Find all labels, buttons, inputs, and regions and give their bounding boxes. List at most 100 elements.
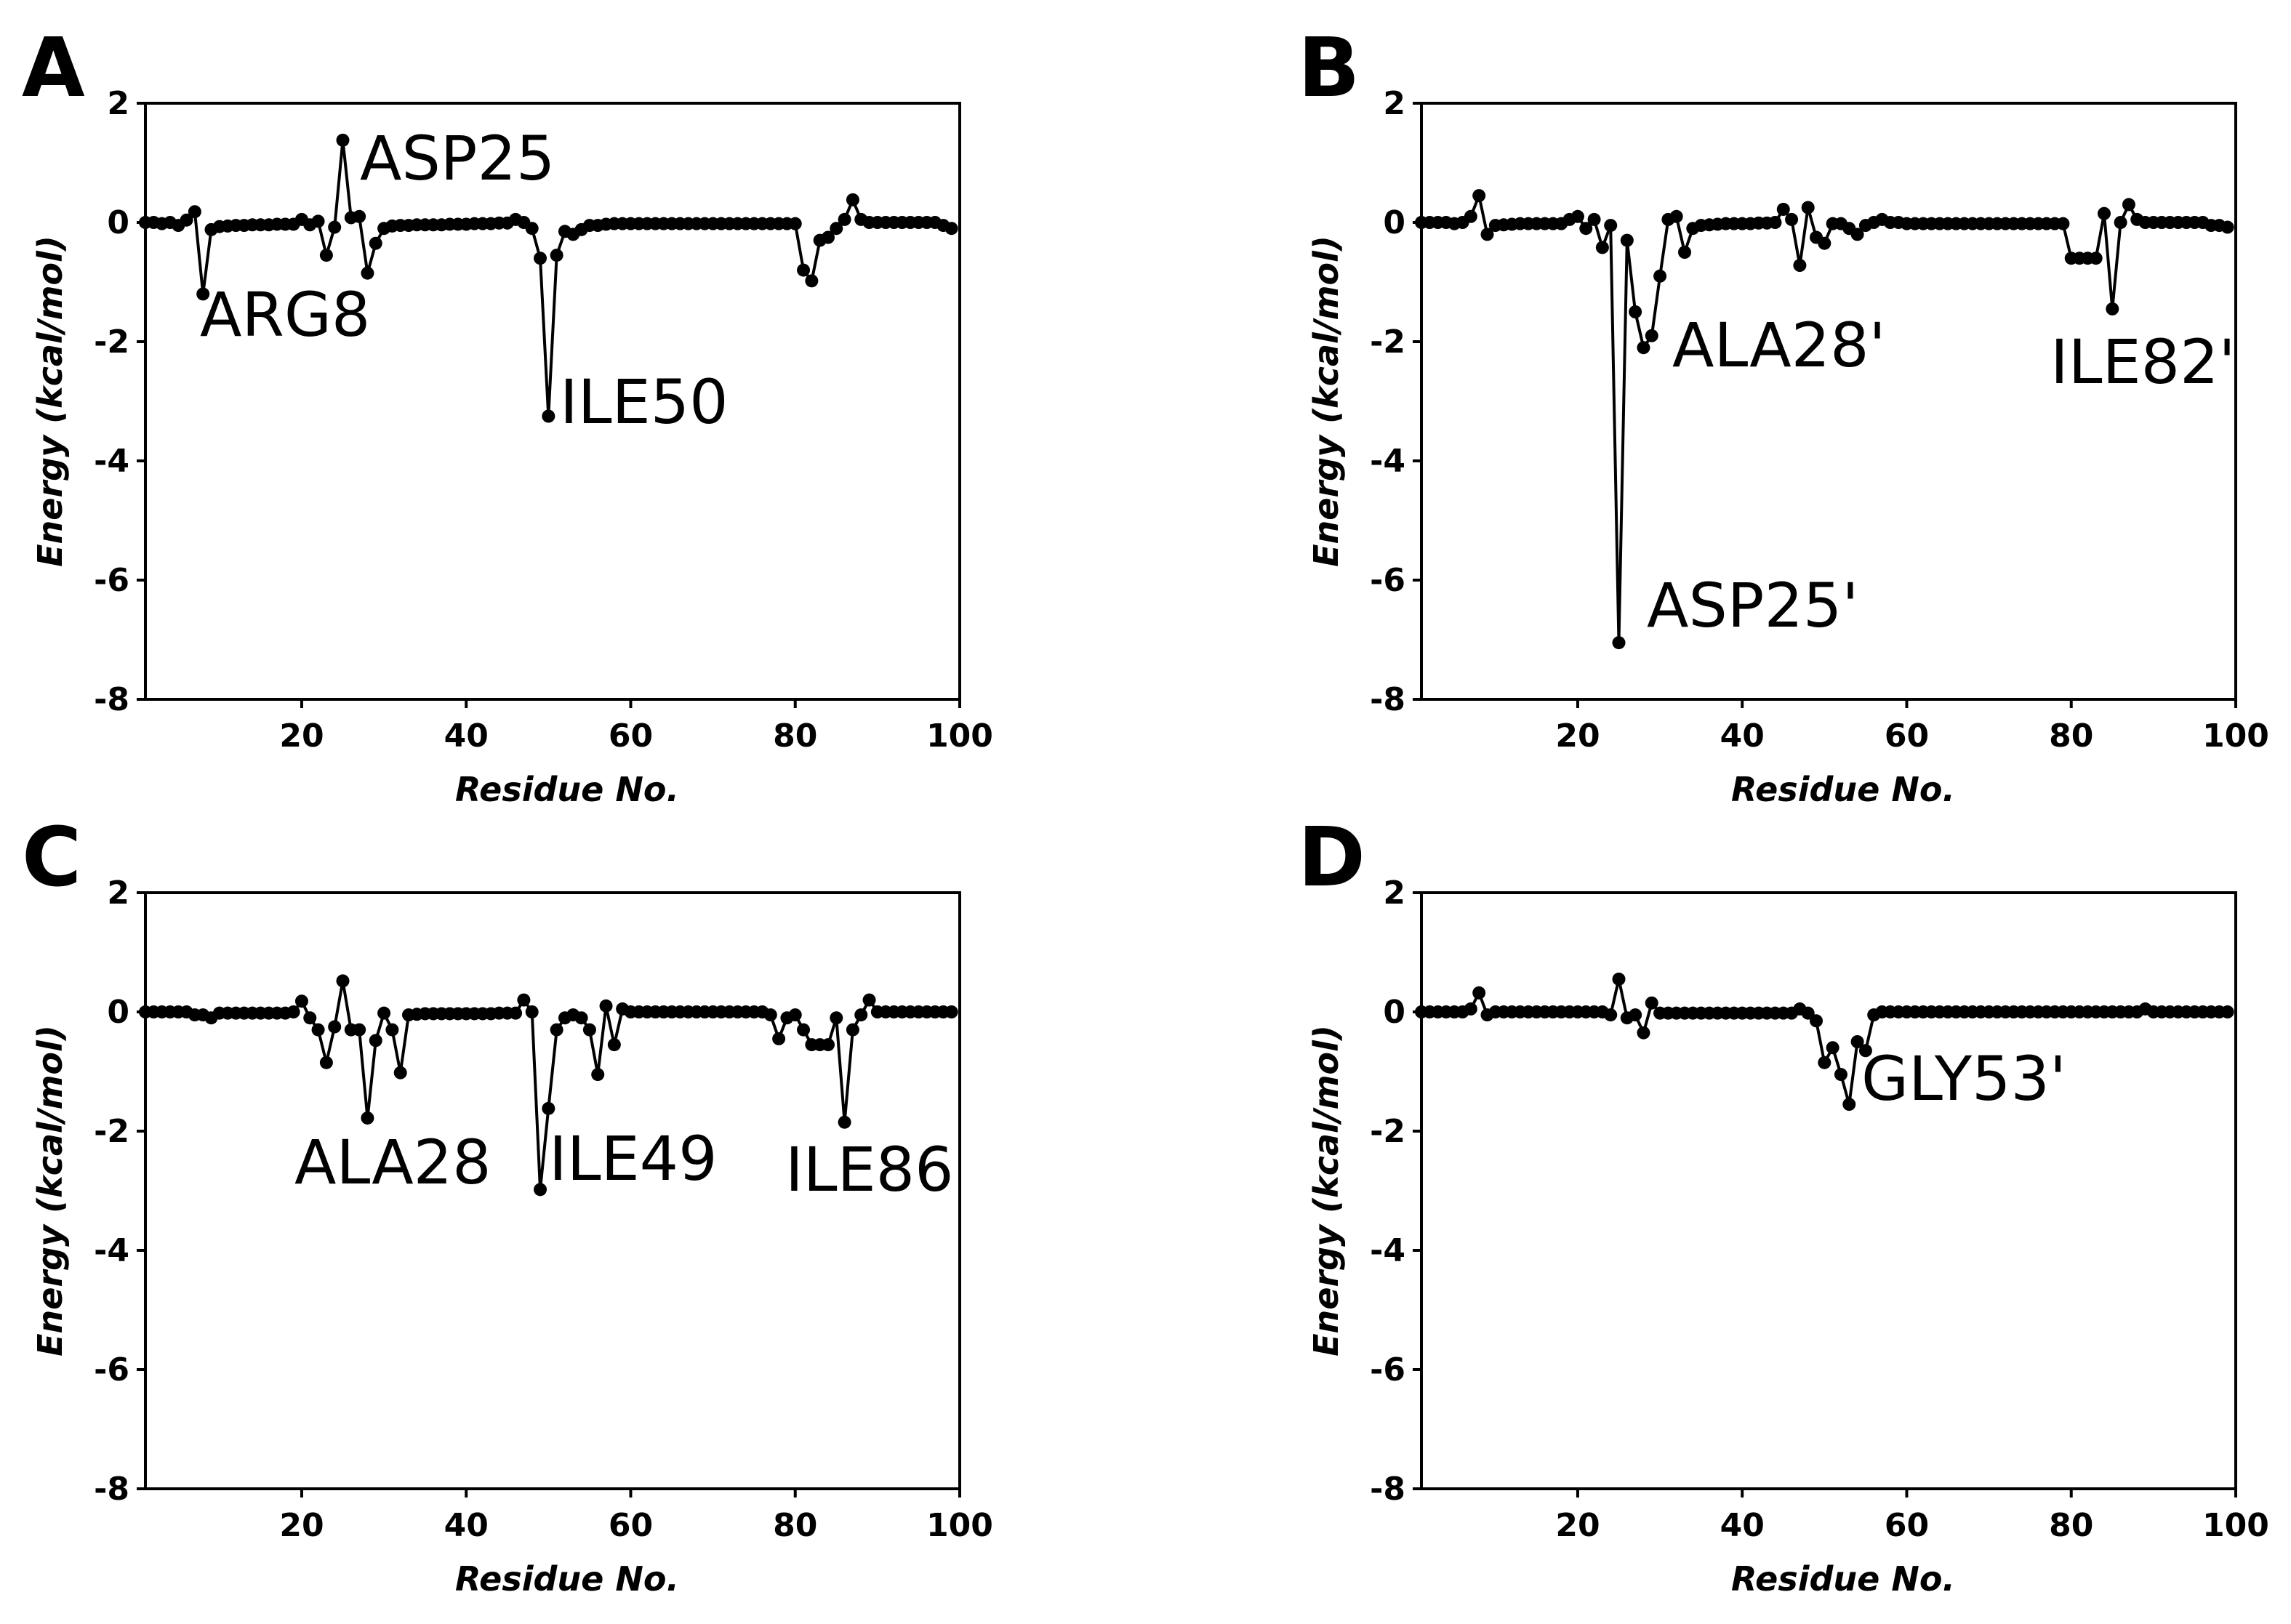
data-point [369,236,382,250]
y-tick-label: -4 [1370,1232,1405,1269]
y-tick-label: -8 [94,681,129,718]
data-point [1810,1014,1823,1028]
y-tick-label: -2 [1370,1113,1405,1150]
energy-data-points [139,133,958,423]
data-point [525,222,539,236]
data-point [336,974,350,988]
y-tick-label: 0 [1383,204,1405,241]
data-point [797,1023,811,1037]
residue-label: ILE50 [560,366,729,438]
energy-data-points [1415,189,2234,650]
x-axis-title: Residue No. [1731,770,1955,809]
data-point [319,249,333,262]
data-point [1612,636,1626,650]
x-tick-label: 80 [2049,717,2093,755]
data-point [1785,212,1799,226]
data-point [1793,259,1807,273]
y-tick-label: -8 [1370,681,1405,718]
data-point [1570,209,1584,223]
y-tick-label: -4 [94,1232,129,1269]
y-tick-label: 2 [1383,875,1405,912]
data-point [2220,1005,2234,1018]
y-axis-ticks: 2 0 -2 -4 -6 -8 [1370,875,1421,1508]
data-point [1653,269,1667,283]
data-point [846,193,859,206]
energy-series-line [1421,978,2228,1105]
data-point [377,1006,391,1020]
residue-label: ARG8 [200,279,370,350]
plot-frame [144,891,961,1490]
data-point [574,1011,588,1025]
y-tick-label: 2 [107,85,129,122]
x-tick-label: 20 [1555,717,1600,755]
data-point [542,409,555,423]
residue-label: ASP25 [360,123,555,194]
data-point [311,1023,325,1037]
data-point [1587,212,1601,226]
data-point [196,287,210,301]
plot-frame [144,102,961,701]
x-tick-label: 40 [444,717,489,755]
data-point [944,1005,958,1018]
data-point [854,1008,868,1022]
data-point [534,252,547,265]
data-point [336,133,350,147]
panel-a: A 20-2-4-6-8 20 40 60 80 100 ASP25ARG8ILE50 … [22,21,993,809]
y-tick-label: -2 [1370,323,1405,361]
data-point [1858,1044,1872,1058]
data-point [1480,228,1494,241]
data-point [2106,302,2119,315]
data-point [1669,209,1683,223]
data-point [1612,972,1626,986]
y-tick-label: -6 [1370,562,1405,599]
data-point [830,1011,843,1025]
data-point [582,1023,596,1037]
data-point [286,1005,300,1018]
data-point [1818,236,1831,250]
data-point [361,266,374,280]
data-point [1826,1041,1839,1055]
residue-annotations: GLY53' [1861,1043,2066,1114]
x-tick-label: 100 [2202,1507,2269,1544]
data-point [591,1068,605,1082]
data-point [862,993,876,1007]
x-tick-label: 20 [1555,1507,1600,1544]
y-tick-label: 2 [1383,85,1405,122]
panel-label: D [1298,811,1365,905]
data-point [607,1038,621,1052]
data-point [294,994,308,1008]
data-point [1801,1006,1815,1020]
data-point [517,993,531,1007]
y-axis-ticks: 2 0 -2 -4 -6 -8 [1370,85,1421,718]
data-point [788,217,802,230]
data-point [821,230,835,244]
x-tick-label: 60 [1885,717,1929,755]
x-tick-label: 100 [926,717,993,755]
residue-label: ILE49 [549,1123,718,1194]
residue-label: ILE86 [785,1134,954,1205]
data-point [1604,219,1618,233]
panel-d: D 20-2-4-6-8 20 40 60 80 100 GLY53' Energy (… [1298,811,2269,1599]
data-point [1776,202,1790,216]
energy-data-points [1415,972,2234,1112]
residue-label: ALA28' [1672,310,1886,381]
data-point [1850,228,1864,241]
y-axis-title: Energy (kcal/mol) [31,1025,70,1356]
x-axis-ticks: 20 40 60 80 100 [279,699,993,755]
data-point [599,999,613,1013]
y-axis-title: Energy (kcal/mol) [1307,236,1346,567]
data-point [2220,220,2234,234]
energy-data-points [139,974,958,1197]
x-tick-label: 100 [926,1507,993,1544]
x-tick-label: 40 [1720,1507,1765,1544]
data-point [1464,209,1477,223]
data-point [838,212,851,226]
x-axis-title: Residue No. [455,1559,679,1599]
data-point [1768,216,1782,229]
plot-frame [1420,102,2237,701]
data-point [188,205,201,219]
data-point [2089,252,2103,265]
y-tick-label: -4 [94,443,129,480]
y-tick-label: -6 [94,1351,129,1388]
